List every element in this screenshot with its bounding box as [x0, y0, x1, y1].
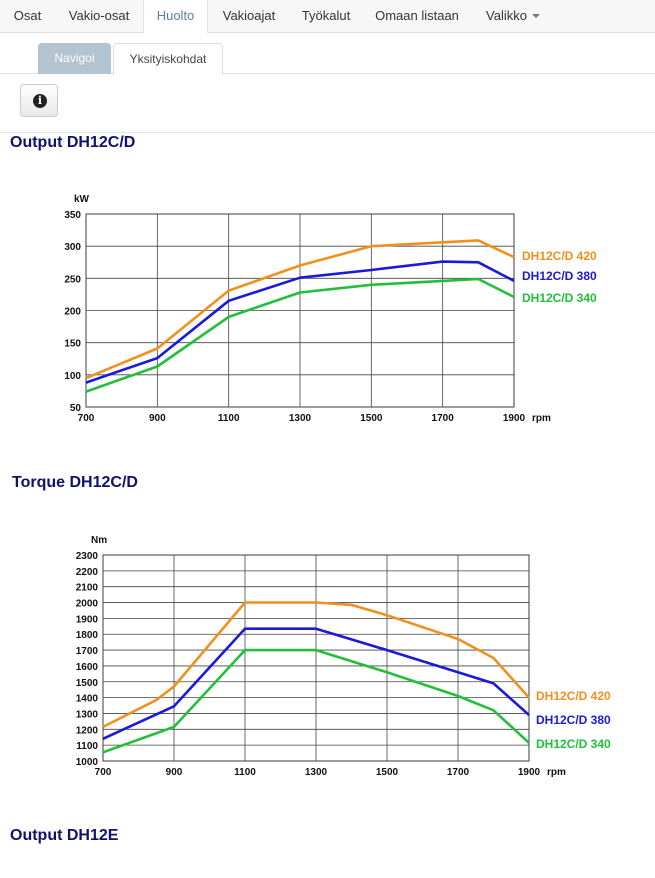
nav-huolto[interactable]: Huolto [143, 0, 208, 33]
y-tick-label: 1000 [76, 757, 99, 768]
legend-label: DH12C/D 420 [536, 689, 611, 703]
sub-tabs: Navigoi Yksityiskohdat [0, 33, 655, 75]
series-line-dh12c-d-420 [85, 239, 515, 380]
info-button[interactable]: i [20, 84, 58, 117]
legend-label: DH12C/D 340 [536, 737, 611, 751]
nav-vakioajat[interactable]: Vakioajat [222, 8, 276, 23]
top-navbar: Osat Vakio-osat Huolto Vakioajat Työkalu… [0, 0, 655, 33]
tab-navigoi[interactable]: Navigoi [38, 43, 111, 74]
nav-tyokalut[interactable]: Työkalut [301, 8, 351, 23]
series-line-dh12c-d-340 [102, 648, 530, 754]
section-title-output-dh12e: Output DH12E [10, 827, 119, 844]
y-tick-label: 1600 [76, 662, 99, 673]
y-tick-label: 1400 [76, 694, 99, 705]
legend-label: DH12C/D 380 [536, 713, 611, 727]
legend-label: DH12C/D 380 [522, 269, 597, 283]
tab-yksityiskohdat[interactable]: Yksityiskohdat [113, 43, 223, 75]
y-tick-label: 2100 [76, 583, 99, 594]
output-chart: 50 100 150 200 250 300 350 700 900 1100 1300 1500 17… [64, 194, 597, 424]
divider [0, 132, 655, 133]
x-tick-label: 1100 [218, 413, 240, 424]
series-line-dh12c-d-380 [85, 260, 515, 384]
y-tick-label: 250 [64, 274, 81, 285]
series-line-dh12c-d-340 [85, 277, 515, 393]
nav-vakio-osat[interactable]: Vakio-osat [68, 8, 130, 23]
y-tick-label: 2200 [76, 567, 99, 578]
series-line-dh12c-d-380 [102, 627, 530, 740]
series-line-dh12c-d-420 [102, 601, 530, 729]
x-tick-label: 1700 [447, 767, 470, 778]
y-tick-label: 50 [70, 403, 82, 414]
legend-label: DH12C/D 420 [522, 249, 597, 263]
x-tick-label: 700 [95, 767, 112, 778]
x-tick-label: 1300 [289, 413, 312, 424]
info-icon: i [33, 94, 47, 108]
y-tick-label: 100 [64, 371, 81, 382]
y-tick-label: 300 [64, 242, 81, 253]
x-tick-label: 1900 [503, 413, 526, 424]
y-tick-label: 150 [64, 339, 81, 350]
nav-osat[interactable]: Osat [13, 8, 42, 23]
nav-omaan-listaan[interactable]: Omaan listaan [375, 8, 459, 23]
x-axis-unit-label: rpm [547, 767, 566, 778]
x-tick-label: 1500 [376, 767, 399, 778]
legend-label: DH12C/D 340 [522, 291, 597, 305]
nav-valikko-dropdown[interactable]: Valikko [472, 0, 554, 33]
y-tick-label: 2300 [76, 551, 99, 562]
y-tick-label: 350 [64, 210, 81, 221]
y-tick-label: 1500 [76, 678, 99, 689]
y-tick-label: 2000 [76, 599, 99, 610]
x-tick-label: 1500 [360, 413, 383, 424]
x-tick-label: 1300 [305, 767, 328, 778]
x-tick-label: 1700 [432, 413, 455, 424]
y-tick-label: 1300 [76, 709, 99, 720]
x-axis-unit-label: rpm [532, 413, 551, 424]
x-tick-label: 900 [149, 413, 166, 424]
y-tick-label: 200 [64, 307, 81, 318]
y-axis-label: Nm [91, 535, 107, 546]
x-tick-label: 1900 [518, 767, 541, 778]
y-tick-label: 1900 [76, 614, 99, 625]
y-tick-label: 1700 [76, 646, 99, 657]
caret-down-icon [531, 13, 540, 18]
nav-valikko-label: Valikko [486, 8, 527, 23]
y-tick-label: 1100 [76, 741, 98, 752]
section-title-output-dh12cd: Output DH12C/D [10, 134, 136, 151]
y-tick-label: 1200 [76, 725, 99, 736]
x-tick-label: 900 [166, 767, 183, 778]
x-tick-label: 700 [78, 413, 95, 424]
y-axis-label: kW [74, 194, 90, 205]
x-tick-label: 1100 [234, 767, 256, 778]
torque-chart: 1000 1100 1200 1300 1400 1500 1600 1700 1800 1900… [76, 535, 611, 778]
section-title-torque-dh12cd: Torque DH12C/D [12, 474, 138, 491]
y-tick-label: 1800 [76, 630, 99, 641]
